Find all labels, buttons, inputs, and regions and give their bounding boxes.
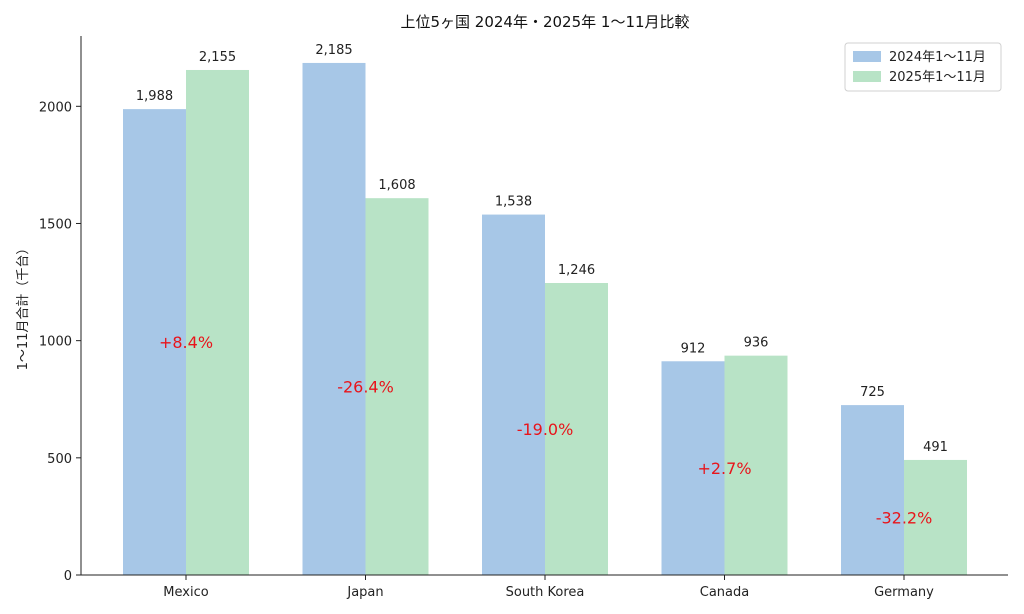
bar-japan-series-1 <box>302 62 366 575</box>
bar-south-korea-series-2 <box>545 283 608 575</box>
bar-south-korea-series-1 <box>482 214 545 575</box>
axes-layer: Mexico Japan South Korea Canada Germany 0 500 1… <box>39 36 1008 600</box>
change-labels-layer: +8.4% -26.4% -19.0% +2.7% -32.2% <box>159 333 932 527</box>
bar-canada-series-2 <box>724 355 788 575</box>
legend: 2024年1〜11月 2025年1〜11月 <box>844 42 1002 92</box>
bar-mexico-series-2 <box>186 69 249 575</box>
legend-box <box>844 42 1002 92</box>
x-tick-label: South Korea <box>506 585 585 600</box>
bar-germany-series-2 <box>904 459 967 575</box>
x-tick-label: Germany <box>874 585 934 600</box>
value-label: 491 <box>923 440 948 455</box>
value-label: 936 <box>744 336 769 351</box>
value-label: 2,155 <box>199 50 236 65</box>
value-label: 1,988 <box>136 89 173 104</box>
change-label: -26.4% <box>337 378 394 397</box>
value-label: 2,185 <box>315 43 352 58</box>
y-tick-label: 1000 <box>39 335 72 350</box>
y-axis-label: 1〜11月合計（千台） <box>15 242 31 371</box>
x-tick-label: Japan <box>346 585 383 600</box>
value-label: 1,608 <box>378 178 415 193</box>
change-label: +8.4% <box>159 333 213 352</box>
legend-swatch <box>853 71 881 82</box>
legend-entry: 2025年1〜11月 <box>889 70 986 85</box>
value-label: 725 <box>860 385 885 400</box>
y-tick-label: 1500 <box>39 217 72 232</box>
value-label: 912 <box>681 341 706 356</box>
bar-canada-series-1 <box>661 361 725 575</box>
bars-layer: 1,988 2,155 2,185 1,608 1,538 1,246 912 936 725 4… <box>123 43 967 576</box>
x-tick-label: Canada <box>700 585 749 600</box>
bar-japan-series-2 <box>365 198 429 575</box>
legend-swatch <box>853 51 881 62</box>
change-label: -32.2% <box>876 508 933 527</box>
bar-germany-series-1 <box>841 405 904 575</box>
value-label: 1,538 <box>495 195 532 210</box>
change-label: -19.0% <box>517 420 574 439</box>
y-tick-label: 500 <box>47 452 72 467</box>
chart-title: 上位5ヶ国 2024年・2025年 1〜11月比較 <box>400 13 689 31</box>
bar-mexico-series-1 <box>123 109 186 576</box>
legend-entry: 2024年1〜11月 <box>889 50 986 65</box>
value-label: 1,246 <box>558 263 595 278</box>
y-tick-label: 0 <box>64 569 72 584</box>
x-tick-label: Mexico <box>163 585 208 600</box>
y-tick-label: 2000 <box>39 100 72 115</box>
change-label: +2.7% <box>697 459 751 478</box>
